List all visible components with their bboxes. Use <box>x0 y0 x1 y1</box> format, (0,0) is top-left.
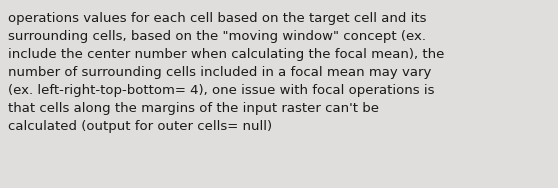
Text: number of surrounding cells included in a focal mean may vary: number of surrounding cells included in … <box>8 66 431 79</box>
Text: surrounding cells, based on the "moving window" concept (ex.: surrounding cells, based on the "moving … <box>8 30 426 43</box>
Text: that cells along the margins of the input raster can't be: that cells along the margins of the inpu… <box>8 102 379 115</box>
Text: include the center number when calculating the focal mean), the: include the center number when calculati… <box>8 48 444 61</box>
Text: (ex. left-right-top-bottom= 4), one issue with focal operations is: (ex. left-right-top-bottom= 4), one issu… <box>8 84 435 97</box>
Text: operations values for each cell based on the target cell and its: operations values for each cell based on… <box>8 12 426 25</box>
Text: calculated (output for outer cells= null): calculated (output for outer cells= null… <box>8 120 272 133</box>
